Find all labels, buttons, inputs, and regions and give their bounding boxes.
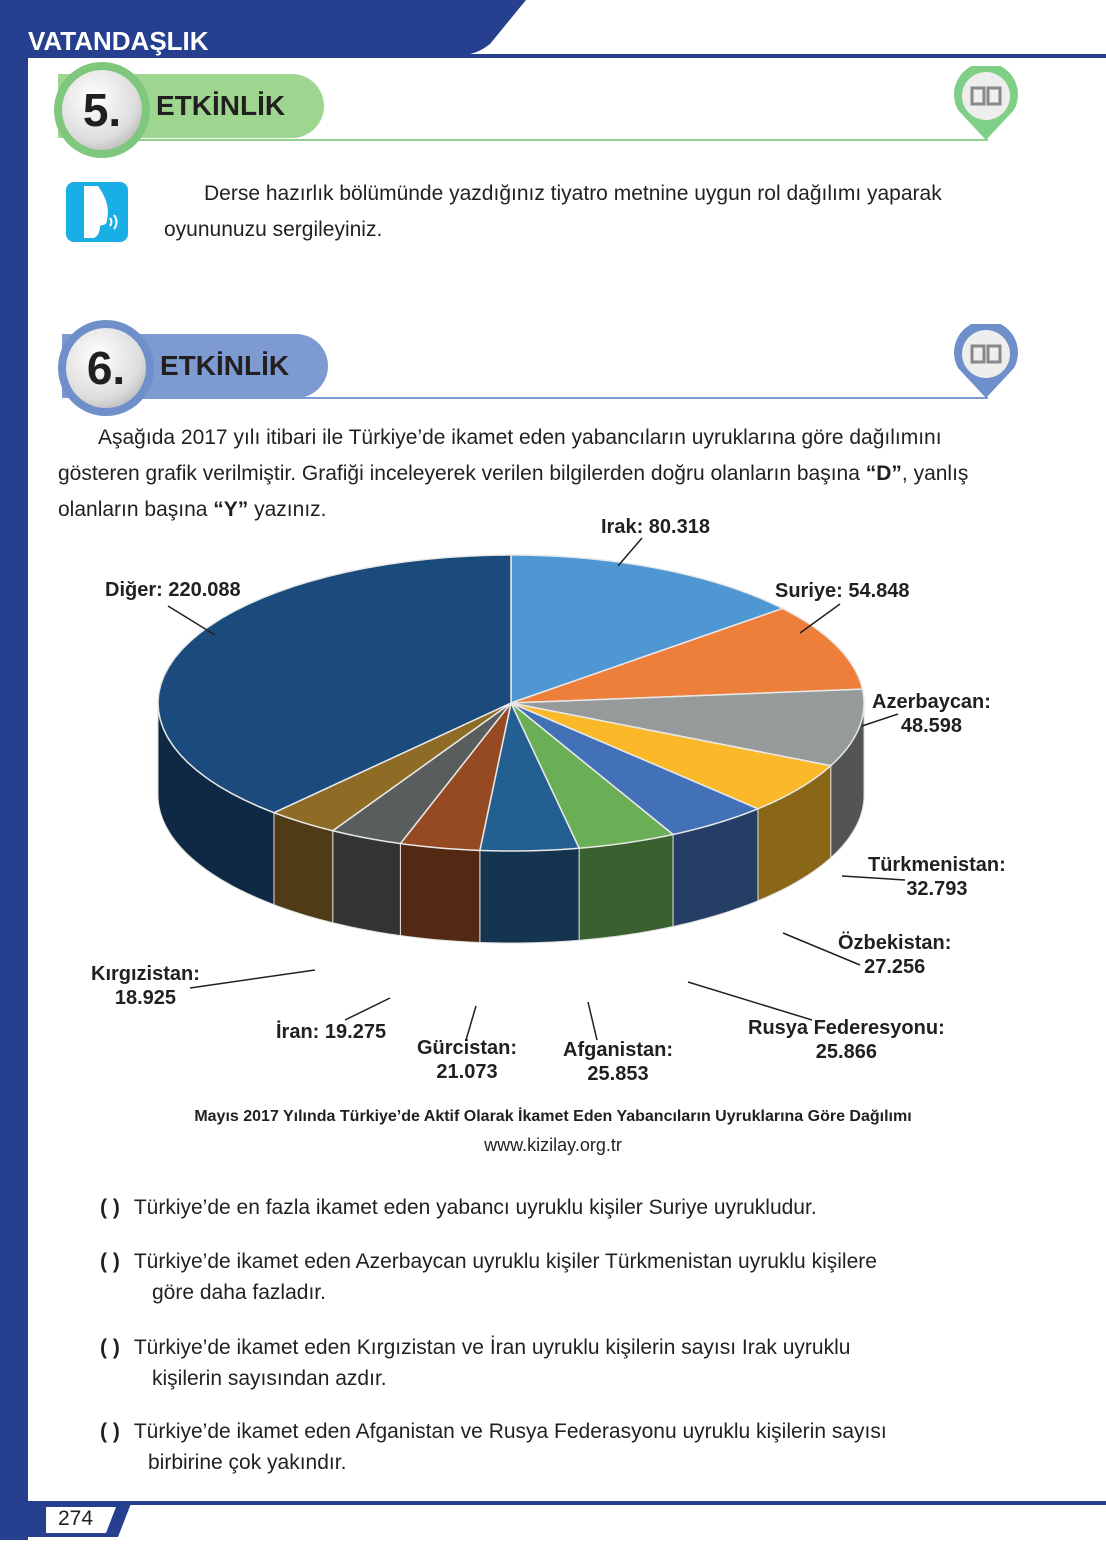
pie-slice-afganistan	[478, 700, 581, 852]
intro-part: Aşağıda 2017 yılı itibari ile Türkiye’de…	[58, 426, 942, 485]
pie-slice-irak	[510, 554, 785, 705]
label-diger: Diğer: 220.088	[105, 579, 241, 601]
answer-box[interactable]: ( )	[100, 1196, 120, 1219]
intro-d: “D”	[865, 462, 902, 485]
footer-rule	[28, 1501, 1106, 1505]
label-iran: İran: 19.275	[276, 1021, 387, 1043]
top-banner	[0, 0, 1106, 58]
pie-side-gürcistan	[399, 842, 481, 943]
subject-title: VATANDAŞLIK	[28, 26, 209, 56]
answer-box[interactable]: ( )	[100, 1250, 120, 1273]
activity6-rule	[130, 397, 988, 399]
activity6-number: 6.	[66, 328, 146, 408]
chart-title: Mayıs 2017 Yılında Türkiye’de Aktif Olar…	[194, 1108, 912, 1125]
label-azerbaycan: Azerbaycan: 48.598	[872, 691, 991, 737]
activity5-number: 5.	[62, 70, 142, 150]
page-number: 274	[58, 1507, 94, 1530]
pie-slice-diğer	[157, 554, 512, 814]
label-kirgizistan: Kırgızistan: 18.925	[91, 963, 200, 1009]
pie-slice-rusya-federesyonu	[510, 702, 675, 850]
question-3: ( ) Türkiye’de ikamet eden Kırgızistan ve…	[100, 1336, 851, 1390]
question-1: ( ) Türkiye’de en fazla ikamet eden yaban…	[100, 1196, 817, 1219]
answer-box[interactable]: ( )	[100, 1420, 120, 1443]
label-ozbekistan: Özbekistan: 27.256	[838, 932, 952, 978]
speaking-icon	[66, 182, 128, 242]
label-irak: Irak: 80.318	[601, 516, 710, 538]
pie-slice-suriye	[510, 607, 864, 704]
label-turkmenistan: Türkmenistan: 32.793	[868, 854, 1006, 900]
answer-box[interactable]: ( )	[100, 1336, 120, 1359]
intro-part: yazınız.	[248, 498, 327, 521]
label-suriye: Suriye: 54.848	[775, 580, 910, 602]
pie-chart	[157, 537, 906, 1041]
question-2: ( ) Türkiye’de ikamet eden Azerbaycan uyr…	[100, 1250, 877, 1304]
pie-slice-gürcistan	[399, 702, 512, 852]
book-pin-icon	[954, 66, 1018, 140]
leader-lines	[167, 537, 906, 1041]
question-4: ( ) Türkiye’de ikamet eden Afganistan ve …	[100, 1420, 887, 1474]
pie-slice-özbekistan	[510, 702, 760, 836]
pie-slice-azerbaycan	[510, 688, 865, 767]
activity5-title: ETKİNLİK	[156, 90, 286, 121]
pie-slice-kırgızistan	[272, 702, 512, 832]
label-afganistan: Afganistan: 25.853	[563, 1039, 673, 1085]
activity5-rule	[130, 139, 988, 141]
pie-side-rusya-federesyonu	[578, 833, 674, 941]
pie-side-afganistan	[479, 847, 580, 944]
book-pin-icon	[954, 324, 1018, 398]
label-gurcistan: Gürcistan: 21.073	[417, 1037, 518, 1083]
activity5-text: Derse hazırlık bölümünde yazdığınız tiya…	[164, 182, 942, 241]
activity6-title: ETKİNLİK	[160, 350, 290, 381]
left-band	[0, 0, 28, 1540]
pie-slice-i̇ran	[330, 702, 512, 845]
intro-part: , yanlış olanların başına	[58, 462, 969, 521]
intro-y: “Y”	[213, 498, 249, 521]
activity6-intro: Aşağıda 2017 yılı itibari ile Türkiye’de…	[58, 420, 998, 528]
page-number-tab	[0, 1501, 132, 1537]
label-rusya: Rusya Federesyonu: 25.866	[748, 1017, 945, 1063]
pie-side-i̇ran	[332, 830, 401, 937]
chart-source: www.kizilay.org.tr	[484, 1135, 622, 1155]
pie-slice-türkmenistan	[510, 702, 833, 810]
